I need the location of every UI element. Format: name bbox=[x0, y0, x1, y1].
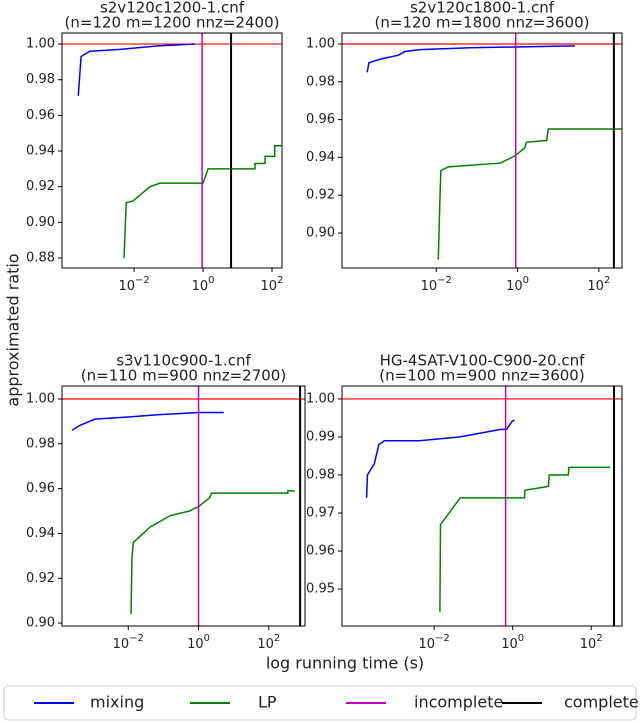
x-tick-label: 100 bbox=[501, 633, 524, 652]
y-tick-label: 0.98 bbox=[306, 74, 335, 89]
y-tick-label: 0.99 bbox=[306, 429, 335, 444]
plot-area bbox=[62, 386, 305, 626]
legend-label: LP bbox=[258, 693, 277, 712]
chart-subtitle: (n=120 m=1200 nnz=2400) bbox=[65, 14, 280, 32]
x-tick-base: 10 bbox=[419, 637, 436, 652]
y-tick-label: 0.97 bbox=[306, 506, 335, 521]
y-tick-label: 1.00 bbox=[306, 391, 335, 406]
x-tick-label: 10−2 bbox=[113, 633, 144, 652]
plot-area bbox=[62, 33, 282, 268]
plot-area bbox=[342, 386, 622, 626]
y-tick-label: 0.98 bbox=[306, 468, 335, 483]
x-tick-exponent: 2 bbox=[277, 275, 283, 286]
series-line bbox=[365, 419, 515, 498]
y-tick-label: 0.96 bbox=[26, 481, 55, 496]
axes-frame bbox=[61, 385, 306, 627]
x-tick-exponent: 2 bbox=[596, 633, 602, 644]
y-tick-label: 0.88 bbox=[26, 251, 55, 266]
chart-title: HG-4SAT-V100-C900-20.cnf bbox=[380, 352, 586, 370]
y-tick-label: 0.96 bbox=[306, 112, 335, 127]
legend-label: mixing bbox=[90, 693, 144, 712]
x-tick-label: 102 bbox=[580, 633, 603, 652]
axes-frame bbox=[341, 32, 623, 269]
x-tick-exponent: 0 bbox=[518, 633, 524, 644]
x-tick-exponent: 0 bbox=[208, 275, 214, 286]
legend-label: complete bbox=[564, 693, 639, 712]
x-tick-exponent: −2 bbox=[435, 633, 450, 644]
x-tick-exponent: 2 bbox=[274, 633, 280, 644]
x-tick-label: 102 bbox=[257, 633, 280, 652]
x-tick-exponent: 2 bbox=[604, 275, 610, 286]
series-line bbox=[77, 43, 196, 96]
x-tick-exponent: −2 bbox=[135, 275, 150, 286]
y-tick-label: 0.94 bbox=[26, 526, 55, 541]
x-tick-exponent: 0 bbox=[204, 633, 210, 644]
y-tick-label: 0.96 bbox=[306, 544, 335, 559]
x-tick-base: 10 bbox=[421, 279, 438, 294]
legend-label: incomplete bbox=[414, 693, 503, 712]
y-tick-label: 0.90 bbox=[26, 616, 55, 631]
series-line bbox=[366, 45, 575, 73]
y-tick-label: 1.00 bbox=[26, 37, 55, 52]
x-axis-label: log running time (s) bbox=[266, 654, 424, 673]
y-tick-label: 0.90 bbox=[306, 226, 335, 241]
x-tick-base: 10 bbox=[587, 279, 604, 294]
chart-subtitle: (n=100 m=900 nnz=3600) bbox=[379, 367, 584, 385]
axes-frame bbox=[341, 385, 623, 627]
plot-area bbox=[342, 33, 622, 268]
x-tick-exponent: −2 bbox=[129, 633, 144, 644]
y-tick-label: 0.94 bbox=[306, 150, 335, 165]
x-tick-base: 10 bbox=[506, 279, 523, 294]
series-line bbox=[439, 466, 611, 612]
y-tick-label: 1.00 bbox=[26, 391, 55, 406]
x-tick-label: 100 bbox=[506, 275, 529, 294]
x-tick-label: 102 bbox=[261, 275, 284, 294]
chart-title: s2v120c1200-1.cnf bbox=[100, 0, 245, 17]
chart-subtitle: (n=110 m=900 nnz=2700) bbox=[81, 367, 286, 385]
y-tick-label: 0.98 bbox=[26, 72, 55, 87]
chart-subtitle: (n=120 m=1800 nnz=3600) bbox=[375, 14, 590, 32]
x-tick-base: 10 bbox=[187, 637, 204, 652]
y-tick-label: 0.90 bbox=[26, 215, 55, 230]
y-tick-label: 0.92 bbox=[26, 179, 55, 194]
y-tick-label: 0.98 bbox=[26, 436, 55, 451]
y-tick-label: 0.92 bbox=[306, 188, 335, 203]
x-tick-base: 10 bbox=[261, 279, 278, 294]
x-tick-base: 10 bbox=[580, 637, 597, 652]
x-tick-exponent: −2 bbox=[437, 275, 452, 286]
y-tick-label: 0.92 bbox=[26, 571, 55, 586]
x-tick-base: 10 bbox=[257, 637, 274, 652]
y-tick-label: 0.96 bbox=[26, 108, 55, 123]
x-tick-base: 10 bbox=[501, 637, 518, 652]
x-tick-label: 102 bbox=[587, 275, 610, 294]
y-tick-label: 0.94 bbox=[26, 144, 55, 159]
axes-frame bbox=[61, 32, 283, 269]
y-tick-label: 1.00 bbox=[306, 36, 335, 51]
series-line bbox=[71, 411, 224, 431]
chart-title: s3v110c900-1.cnf bbox=[116, 352, 251, 370]
x-tick-exponent: 0 bbox=[523, 275, 529, 286]
x-tick-base: 10 bbox=[118, 279, 135, 294]
x-tick-label: 10−2 bbox=[421, 275, 452, 294]
x-tick-base: 10 bbox=[113, 637, 130, 652]
y-axis-label: approximated ratio bbox=[4, 253, 23, 406]
series-line bbox=[130, 490, 295, 615]
legend-box bbox=[3, 685, 637, 721]
x-tick-label: 100 bbox=[187, 633, 210, 652]
chart-title: s2v120c1800-1.cnf bbox=[410, 0, 555, 17]
x-tick-label: 10−2 bbox=[419, 633, 450, 652]
y-tick-label: 0.95 bbox=[306, 582, 335, 597]
x-tick-label: 10−2 bbox=[118, 275, 149, 294]
x-tick-label: 100 bbox=[192, 275, 215, 294]
series-line bbox=[123, 144, 282, 259]
series-line bbox=[437, 128, 622, 260]
x-tick-base: 10 bbox=[192, 279, 209, 294]
